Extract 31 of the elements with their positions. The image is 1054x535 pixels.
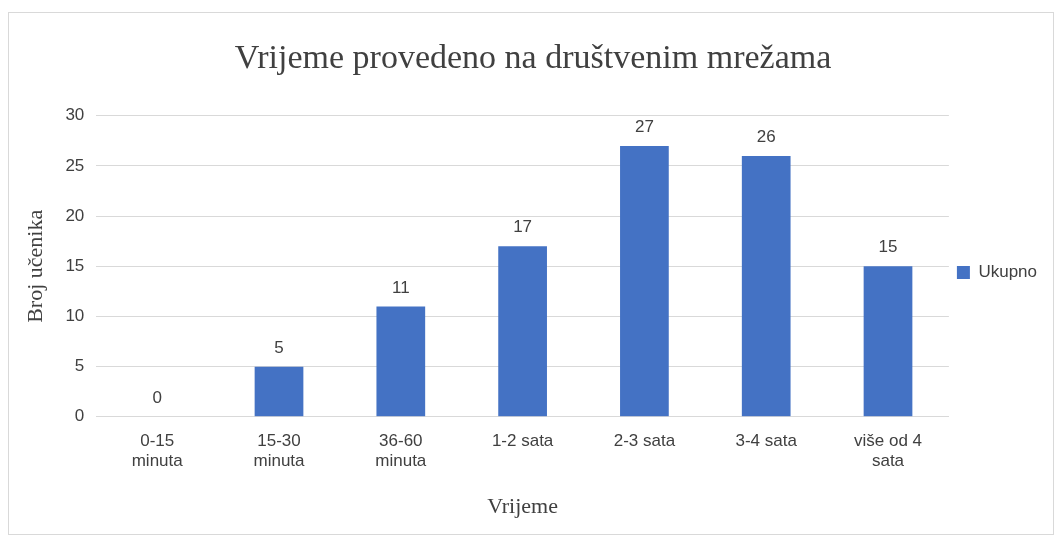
y-tick-label: 0: [74, 406, 85, 426]
bar: [741, 155, 791, 417]
x-tick-label: 1-2 sata: [491, 430, 554, 450]
x-tick-label: 3-4 sata: [735, 430, 798, 450]
data-label: 0: [152, 387, 162, 407]
y-tick-label: 20: [65, 205, 85, 225]
data-label: 11: [391, 277, 410, 297]
data-label: 15: [878, 237, 898, 257]
x-tick-label: 15-30 minuta: [253, 430, 306, 471]
bar: [863, 266, 913, 417]
x-tick-label: 2-3 sata: [613, 430, 676, 450]
bar: [254, 366, 304, 417]
data-label: 27: [634, 117, 654, 137]
y-axis-title: Broj učenika: [21, 209, 47, 323]
bar: [620, 145, 669, 417]
data-label: 26: [756, 127, 776, 147]
y-tick-label: 5: [74, 356, 85, 376]
y-tick-label: 15: [65, 255, 85, 275]
x-axis-title: Vrijeme: [487, 492, 558, 518]
x-tick-label: 0-15 minuta: [131, 430, 184, 471]
data-label: 17: [513, 217, 533, 237]
data-label: 5: [274, 337, 284, 357]
y-tick-label: 30: [65, 105, 85, 125]
x-tick-label: 36-60 minuta: [375, 430, 427, 471]
y-tick-label: 10: [65, 306, 85, 326]
chart-title: Vrijeme provedeno na društvenim mrežama: [234, 38, 832, 76]
x-tick-label: više od 4 sata: [853, 430, 923, 471]
legend-label: Ukupno: [978, 262, 1038, 282]
y-tick-label: 25: [65, 155, 85, 175]
bar: [376, 306, 426, 417]
bar: [498, 246, 547, 417]
